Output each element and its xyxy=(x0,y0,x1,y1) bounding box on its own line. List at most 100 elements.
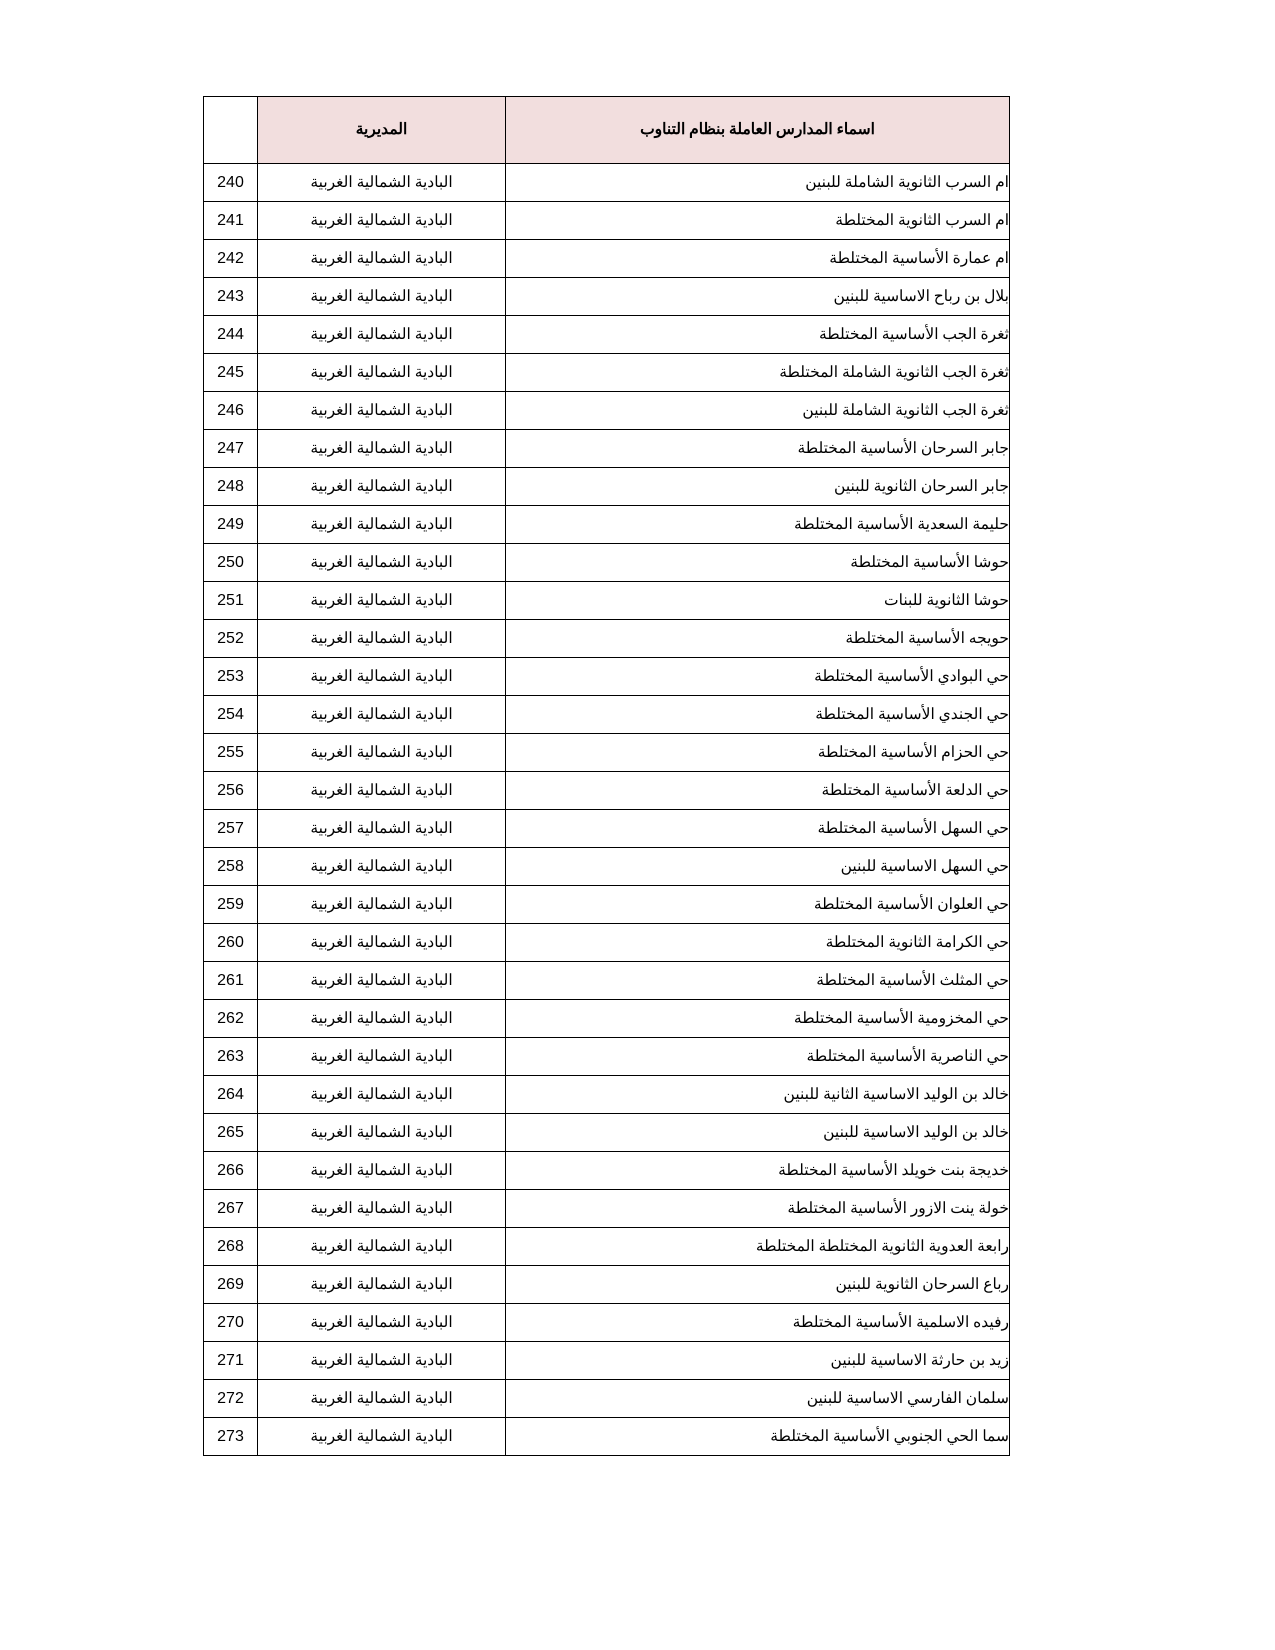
cell-row-number: 260 xyxy=(203,923,258,962)
cell-row-number: 241 xyxy=(203,201,258,240)
cell-school-name: حي البوادي الأساسية المختلطة xyxy=(505,657,1010,696)
cell-row-number: 273 xyxy=(203,1417,258,1456)
cell-school-name: خولة ينت الازور الأساسية المختلطة xyxy=(505,1189,1010,1228)
cell-row-number: 250 xyxy=(203,543,258,582)
cell-directorate: البادية الشمالية الغربية xyxy=(257,315,506,354)
cell-directorate: البادية الشمالية الغربية xyxy=(257,467,506,506)
table-row: ام السرب الثانوية المختلطة البادية الشمال… xyxy=(203,201,1010,240)
cell-row-number: 253 xyxy=(203,657,258,696)
cell-directorate: البادية الشمالية الغربية xyxy=(257,1189,506,1228)
cell-row-number: 264 xyxy=(203,1075,258,1114)
cell-school-name: حوشا الثانوية للبنات xyxy=(505,581,1010,620)
cell-row-number: 245 xyxy=(203,353,258,392)
table-row: حي السهل الأساسية المختلطة البادية الشمال… xyxy=(203,809,1010,848)
cell-row-number: 271 xyxy=(203,1341,258,1380)
table-row: بلال بن رباح الاساسية للبنين البادية الشم… xyxy=(203,277,1010,316)
schools-table: اسماء المدارس العاملة بنظام التناوب المد… xyxy=(203,96,1010,1456)
cell-school-name: سما الحي الجنوبي الأساسية المختلطة xyxy=(505,1417,1010,1456)
table-row: حي المثلث الأساسية المختلطة البادية الشما… xyxy=(203,961,1010,1000)
cell-directorate: البادية الشمالية الغربية xyxy=(257,1417,506,1456)
cell-row-number: 251 xyxy=(203,581,258,620)
cell-school-name: حي المخزومية الأساسية المختلطة xyxy=(505,999,1010,1038)
cell-school-name: خالد بن الوليد الاساسية الثانية للبنين xyxy=(505,1075,1010,1114)
cell-row-number: 265 xyxy=(203,1113,258,1152)
table-row: حوشا الأساسية المختلطة البادية الشمالية ا… xyxy=(203,543,1010,582)
cell-row-number: 247 xyxy=(203,429,258,468)
cell-school-name: ثغرة الجب الثانوية الشاملة المختلطة xyxy=(505,353,1010,392)
table-row: خولة ينت الازور الأساسية المختلطة البادية… xyxy=(203,1189,1010,1228)
table-row: حي المخزومية الأساسية المختلطة البادية ال… xyxy=(203,999,1010,1038)
table-row: جابر السرحان الأساسية المختلطة البادية ال… xyxy=(203,429,1010,468)
cell-row-number: 262 xyxy=(203,999,258,1038)
schools-table-container: اسماء المدارس العاملة بنظام التناوب المد… xyxy=(203,96,1010,1456)
cell-directorate: البادية الشمالية الغربية xyxy=(257,277,506,316)
cell-directorate: البادية الشمالية الغربية xyxy=(257,163,506,202)
table-row: سما الحي الجنوبي الأساسية المختلطة البادي… xyxy=(203,1417,1010,1456)
cell-school-name: رفيده الاسلمية الأساسية المختلطة xyxy=(505,1303,1010,1342)
cell-row-number: 256 xyxy=(203,771,258,810)
table-row: حي الحزام الأساسية المختلطة البادية الشما… xyxy=(203,733,1010,772)
cell-row-number: 252 xyxy=(203,619,258,658)
table-row: ام عمارة الأساسية المختلطة البادية الشمال… xyxy=(203,239,1010,278)
cell-school-name: حي الدلعة الأساسية المختلطة xyxy=(505,771,1010,810)
cell-row-number: 263 xyxy=(203,1037,258,1076)
cell-row-number: 254 xyxy=(203,695,258,734)
cell-school-name: ثغرة الجب الأساسية المختلطة xyxy=(505,315,1010,354)
cell-school-name: حي المثلث الأساسية المختلطة xyxy=(505,961,1010,1000)
cell-directorate: البادية الشمالية الغربية xyxy=(257,1341,506,1380)
cell-school-name: حي الحزام الأساسية المختلطة xyxy=(505,733,1010,772)
cell-directorate: البادية الشمالية الغربية xyxy=(257,961,506,1000)
table-row: حويجه الأساسية المختلطة البادية الشمالية … xyxy=(203,619,1010,658)
cell-school-name: زيد بن حارثة الاساسية للبنين xyxy=(505,1341,1010,1380)
table-head: اسماء المدارس العاملة بنظام التناوب المد… xyxy=(203,96,1010,164)
cell-directorate: البادية الشمالية الغربية xyxy=(257,391,506,430)
cell-school-name: حي الكرامة الثانوية المختلطة xyxy=(505,923,1010,962)
table-row: ثغرة الجب الثانوية الشاملة للبنين البادية… xyxy=(203,391,1010,430)
cell-row-number: 248 xyxy=(203,467,258,506)
cell-directorate: البادية الشمالية الغربية xyxy=(257,847,506,886)
cell-row-number: 259 xyxy=(203,885,258,924)
cell-row-number: 244 xyxy=(203,315,258,354)
table-row: سلمان الفارسي الاساسية للبنين البادية الش… xyxy=(203,1379,1010,1418)
cell-directorate: البادية الشمالية الغربية xyxy=(257,1265,506,1304)
cell-school-name: حوشا الأساسية المختلطة xyxy=(505,543,1010,582)
table-row: رابعة العدوية الثانوية المختلطة المختلطة… xyxy=(203,1227,1010,1266)
cell-directorate: البادية الشمالية الغربية xyxy=(257,1037,506,1076)
cell-directorate: البادية الشمالية الغربية xyxy=(257,695,506,734)
cell-school-name: ام عمارة الأساسية المختلطة xyxy=(505,239,1010,278)
cell-directorate: البادية الشمالية الغربية xyxy=(257,923,506,962)
cell-directorate: البادية الشمالية الغربية xyxy=(257,201,506,240)
table-row: حي البوادي الأساسية المختلطة البادية الشم… xyxy=(203,657,1010,696)
table-row: ثغرة الجب الأساسية المختلطة البادية الشما… xyxy=(203,315,1010,354)
cell-directorate: البادية الشمالية الغربية xyxy=(257,353,506,392)
table-row: حي الناصرية الأساسية المختلطة البادية الش… xyxy=(203,1037,1010,1076)
cell-school-name: خالد بن الوليد الاساسية للبنين xyxy=(505,1113,1010,1152)
table-row: حليمة السعدية الأساسية المختلطة البادية ا… xyxy=(203,505,1010,544)
cell-directorate: البادية الشمالية الغربية xyxy=(257,429,506,468)
table-row: ام السرب الثانوية الشاملة للبنين البادية … xyxy=(203,163,1010,202)
cell-directorate: البادية الشمالية الغربية xyxy=(257,1075,506,1114)
column-header-school-names: اسماء المدارس العاملة بنظام التناوب xyxy=(505,96,1010,164)
cell-row-number: 268 xyxy=(203,1227,258,1266)
cell-row-number: 255 xyxy=(203,733,258,772)
cell-school-name: رباع السرحان الثانوية للبنين xyxy=(505,1265,1010,1304)
cell-school-name: ثغرة الجب الثانوية الشاملة للبنين xyxy=(505,391,1010,430)
cell-school-name: جابر السرحان الثانوية للبنين xyxy=(505,467,1010,506)
cell-school-name: حويجه الأساسية المختلطة xyxy=(505,619,1010,658)
cell-directorate: البادية الشمالية الغربية xyxy=(257,619,506,658)
cell-directorate: البادية الشمالية الغربية xyxy=(257,1113,506,1152)
cell-row-number: 272 xyxy=(203,1379,258,1418)
cell-directorate: البادية الشمالية الغربية xyxy=(257,657,506,696)
cell-row-number: 270 xyxy=(203,1303,258,1342)
table-row: خالد بن الوليد الاساسية للبنين البادية ال… xyxy=(203,1113,1010,1152)
cell-row-number: 261 xyxy=(203,961,258,1000)
cell-row-number: 246 xyxy=(203,391,258,430)
table-row: حي الكرامة الثانوية المختلطة البادية الشم… xyxy=(203,923,1010,962)
cell-directorate: البادية الشمالية الغربية xyxy=(257,733,506,772)
table-row: ثغرة الجب الثانوية الشاملة المختلطة الباد… xyxy=(203,353,1010,392)
cell-row-number: 267 xyxy=(203,1189,258,1228)
cell-directorate: البادية الشمالية الغربية xyxy=(257,239,506,278)
cell-row-number: 242 xyxy=(203,239,258,278)
cell-directorate: البادية الشمالية الغربية xyxy=(257,1303,506,1342)
